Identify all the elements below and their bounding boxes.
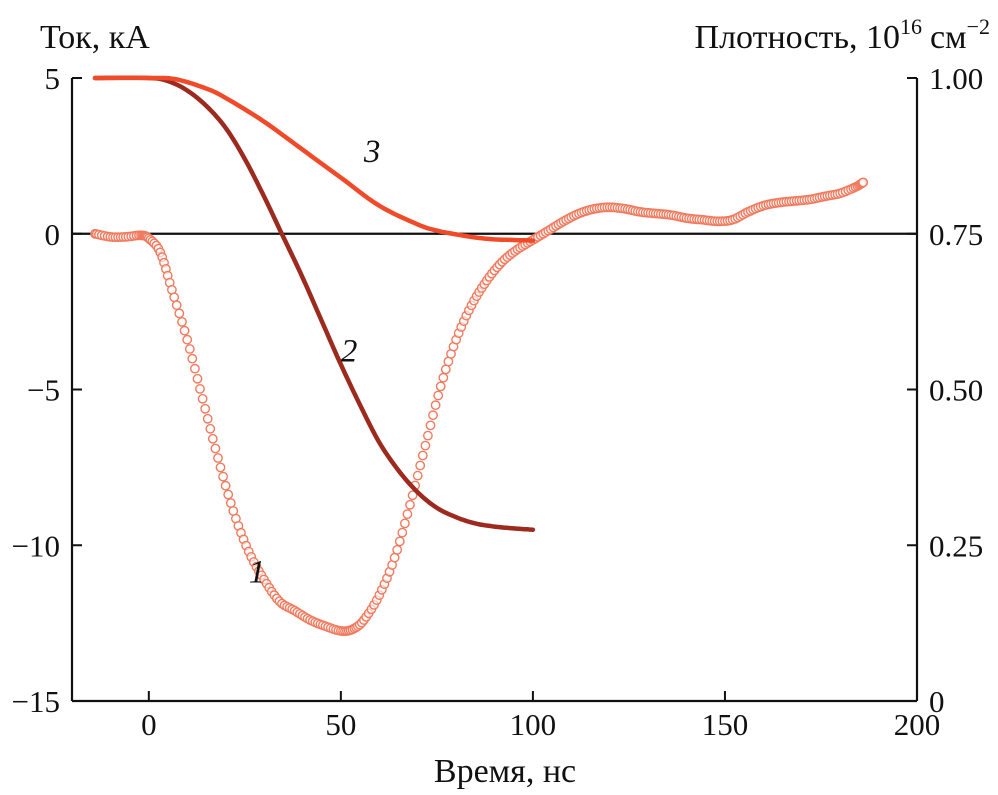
- series-1-point: [440, 364, 451, 375]
- series-1-point: [394, 536, 405, 547]
- series-1-point: [215, 462, 226, 473]
- series-1-point: [412, 470, 423, 481]
- series-1-point: [171, 300, 182, 311]
- y-axis-right-title-prefix: Плотность, 10: [695, 19, 900, 56]
- series-1-point: [858, 177, 869, 188]
- y-right-tick-label: 0.25: [929, 528, 983, 563]
- x-tick-label: 50: [325, 707, 356, 742]
- x-tick-label: 0: [141, 707, 157, 742]
- series-3: [92, 75, 536, 243]
- series-1-point: [225, 498, 236, 508]
- series-1-point: [187, 353, 198, 364]
- series-1-point: [169, 292, 180, 303]
- series-layer: [90, 75, 869, 636]
- y-left-tick-label: 0: [45, 217, 61, 252]
- series-1-point: [399, 518, 410, 529]
- series-1-point: [174, 308, 185, 319]
- y-right-tick-label: 1.00: [929, 61, 983, 96]
- series-labels-layer: 1 2 3: [249, 134, 381, 590]
- y-left-tick-label: 5: [45, 61, 61, 96]
- y-right-tick-label: 0: [929, 684, 945, 719]
- y-left-tick-label: −15: [12, 684, 60, 719]
- series-1-point: [420, 440, 431, 451]
- y-left-tick-label: −10: [12, 528, 60, 563]
- series-1-point: [415, 460, 426, 471]
- series-1-point: [433, 390, 444, 401]
- y-axis-right-title-exp: 16: [900, 14, 922, 39]
- series-1-point: [417, 450, 428, 461]
- series-1-point: [195, 383, 205, 394]
- series-1-point: [184, 344, 195, 354]
- series-1-point: [402, 509, 413, 519]
- series-1-point: [405, 499, 415, 510]
- series-1-point: [200, 403, 211, 414]
- series-1-point: [177, 316, 187, 327]
- series-1-point: [202, 413, 213, 424]
- y-axis-right-title-unit: см: [930, 19, 967, 56]
- series-1-point: [428, 410, 438, 421]
- x-tick-label: 200: [894, 707, 941, 742]
- series-1-point: [392, 545, 403, 555]
- series-1-point: [438, 372, 449, 383]
- series-2-line: [92, 75, 536, 532]
- series-3-label: 3: [363, 134, 381, 170]
- series-1-label: 1: [249, 555, 266, 591]
- x-tick-label: 150: [702, 707, 749, 742]
- series-1-point: [220, 480, 231, 491]
- series-1-point: [179, 325, 190, 336]
- x-tick-label: 100: [510, 707, 557, 742]
- series-1-point: [205, 423, 216, 434]
- y-axis-right-title-unit-exp: −2: [967, 14, 990, 39]
- y-axis-left-title: Ток, кА: [40, 19, 150, 56]
- x-axis-title: Время, нс: [434, 753, 576, 790]
- series-1-point: [397, 527, 408, 538]
- series-1-point: [210, 443, 221, 454]
- y-axis-right-title: Плотность, 1016 см−2: [695, 14, 990, 56]
- y-right-tick-label: 0.50: [929, 373, 983, 408]
- series-1-point: [430, 400, 441, 411]
- series-1-point: [192, 373, 203, 384]
- series-1-point: [207, 433, 218, 444]
- series-1-point: [197, 393, 208, 404]
- series-1-point: [435, 381, 446, 392]
- series-1-point: [223, 489, 234, 500]
- series-2-label: 2: [341, 334, 358, 370]
- series-1-point: [213, 453, 223, 463]
- series-1-point: [407, 490, 418, 501]
- series-1-point: [422, 430, 433, 441]
- series-3-line: [92, 75, 536, 243]
- series-1-point: [218, 471, 229, 482]
- y-right-tick-label: 0.75: [929, 217, 983, 252]
- series-1-point: [189, 363, 200, 374]
- series-2: [92, 75, 536, 532]
- series-1-point: [425, 420, 436, 431]
- series-1-point: [182, 334, 193, 345]
- y-left-tick-label: −5: [27, 373, 60, 408]
- series-1: [90, 177, 869, 636]
